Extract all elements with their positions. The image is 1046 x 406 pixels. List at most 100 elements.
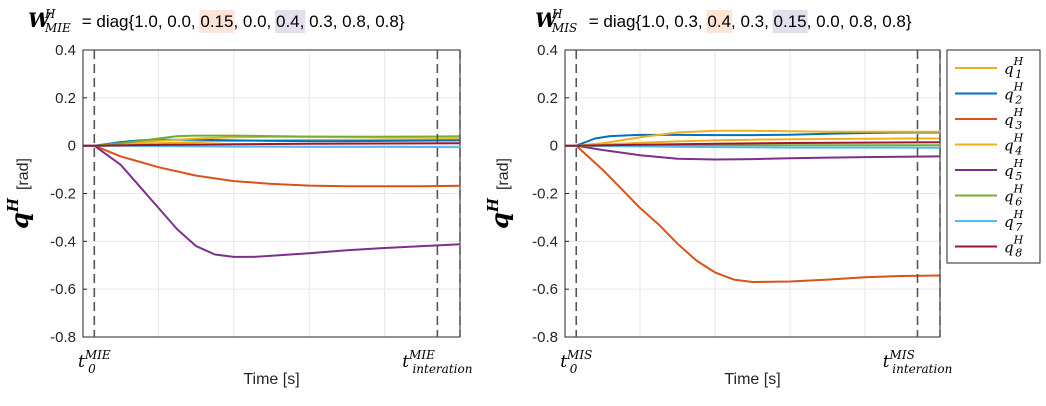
tick-base: t: [78, 352, 85, 372]
y-label-sup: H: [484, 197, 502, 213]
title-highlight-1: 0.4: [707, 12, 731, 31]
y-tick-label: 0.4: [55, 42, 76, 59]
tick-sup: MIS: [566, 348, 592, 362]
legend-sup: H: [1013, 132, 1024, 145]
legend-label-7: qH 7: [1004, 208, 1024, 234]
tick-base: t: [402, 352, 409, 372]
y-tick-label: -0.4: [50, 233, 76, 250]
title-sub: MIE: [44, 21, 71, 35]
title-text-before: = diag{1.0, 0.3,: [584, 12, 707, 31]
legend-base: q: [1004, 188, 1014, 206]
legend-base: q: [1004, 60, 1014, 78]
tick-sup: MIE: [408, 348, 435, 362]
legend-base: q: [1004, 86, 1014, 104]
series-line-q8: [83, 142, 461, 147]
series-line-q6: [83, 134, 461, 147]
y-tick-label: 0.4: [537, 42, 558, 59]
legend-sup: H: [1013, 157, 1024, 170]
y-label-symbol: q: [5, 212, 34, 229]
y-axis-label-text: qH [rad]: [484, 158, 514, 229]
title-highlight-1: 0.15: [200, 12, 233, 31]
legend-sup: H: [1013, 208, 1024, 221]
legend-sup: H: [1013, 234, 1024, 247]
y-tick-label: 0: [550, 138, 558, 155]
legend-label-2: qH 2: [1004, 81, 1024, 107]
tick-base: t: [560, 352, 567, 372]
legend-base: q: [1004, 111, 1014, 129]
series-line-q8: [565, 141, 941, 147]
x-tick-start-label: tMIE 0: [78, 348, 111, 376]
y-tick-label: -0.8: [532, 329, 558, 346]
tick-sub: 0: [570, 362, 578, 376]
legend-sup: H: [1013, 106, 1024, 119]
series-line-q3: [83, 144, 461, 188]
title-highlight-2-bg: [772, 10, 808, 33]
legend-base: q: [1004, 162, 1014, 180]
y-label-sup: H: [4, 197, 22, 213]
title-highlight-2-bg: [274, 10, 306, 33]
title-sup: H: [551, 7, 563, 21]
y-tick-label: -0.4: [532, 233, 558, 250]
series-line-q3: [565, 144, 941, 283]
legend-sub: 5: [1015, 170, 1022, 183]
legend-sub: 2: [1014, 94, 1022, 107]
title-highlight-2: 0.15: [774, 12, 807, 31]
y-tick-label: -0.2: [50, 186, 76, 203]
x-tick-end-label: tMIE interation: [402, 348, 472, 376]
x-axis-label: Time [s]: [243, 371, 299, 388]
legend-sub: 1: [1015, 68, 1022, 81]
legend-label-8: qH 8: [1004, 234, 1024, 260]
legend-box: [946, 49, 1041, 264]
x-tick-start-label: tMIS 0: [560, 348, 592, 376]
title-symbol: W: [535, 8, 560, 32]
y-axis-label-text: qH [rad]: [4, 158, 34, 229]
legend-label-6: qH 6: [1004, 183, 1024, 209]
legend-sup: H: [1013, 183, 1024, 196]
title-sub: MIS: [551, 21, 577, 35]
y-axis-label: qH [rad]: [484, 158, 514, 229]
legend-sub: 8: [1015, 247, 1022, 260]
legend-base: q: [1004, 213, 1014, 231]
y-tick-label: -0.8: [50, 329, 76, 346]
title-sup: H: [44, 7, 56, 21]
tick-sup: MIS: [889, 348, 915, 362]
legend-sub: 7: [1015, 221, 1022, 234]
y-tick-label: 0.2: [537, 90, 558, 107]
x-tick-end-label: tMIS interation: [883, 348, 953, 376]
series-line-q2: [565, 131, 940, 147]
title-text-mid: , 0.0,: [233, 12, 276, 31]
series-line-q2: [83, 138, 461, 147]
title-symbol: W: [28, 8, 53, 32]
legend-sub: 3: [1015, 119, 1022, 132]
title-highlight-1-bg: [706, 10, 732, 33]
legend-label-4: qH 4: [1004, 132, 1024, 158]
legend-label-1: qH 1: [1004, 55, 1024, 81]
y-label-unit: [rad]: [495, 158, 512, 190]
title-text-after: , 0.0, 0.8, 0.8}: [807, 12, 912, 31]
y-label-symbol: q: [485, 212, 514, 229]
title-text-mid: , 0.3,: [731, 12, 774, 31]
legend-sup: H: [1013, 55, 1024, 68]
x-axis-label: Time [s]: [724, 371, 780, 388]
series-line-q5: [83, 144, 461, 258]
legend-base: q: [1004, 137, 1014, 155]
legend-sub: 4: [1014, 145, 1022, 158]
legend-sup: H: [1013, 81, 1024, 94]
title-text-before: = diag{1.0, 0.0,: [77, 12, 200, 31]
tick-sub: 0: [88, 362, 96, 376]
series-line-q4: [565, 129, 940, 147]
legend-label-3: qH 3: [1004, 106, 1024, 132]
y-tick-label: -0.6: [532, 281, 558, 298]
y-label-unit: [rad]: [15, 158, 32, 190]
title-text-after: 0.3, 0.8, 0.8}: [304, 12, 405, 31]
tick-sup: MIE: [84, 348, 111, 362]
y-axis-label: qH [rad]: [4, 158, 34, 229]
y-tick-label: -0.6: [50, 281, 76, 298]
legend-sub: 6: [1015, 196, 1022, 209]
legend: qH 1qH 2qH 3qH 4qH 5qH 6qH 7qH 8: [946, 49, 1041, 264]
tick-sub: interation: [892, 362, 952, 376]
y-tick-label: 0: [68, 138, 76, 155]
